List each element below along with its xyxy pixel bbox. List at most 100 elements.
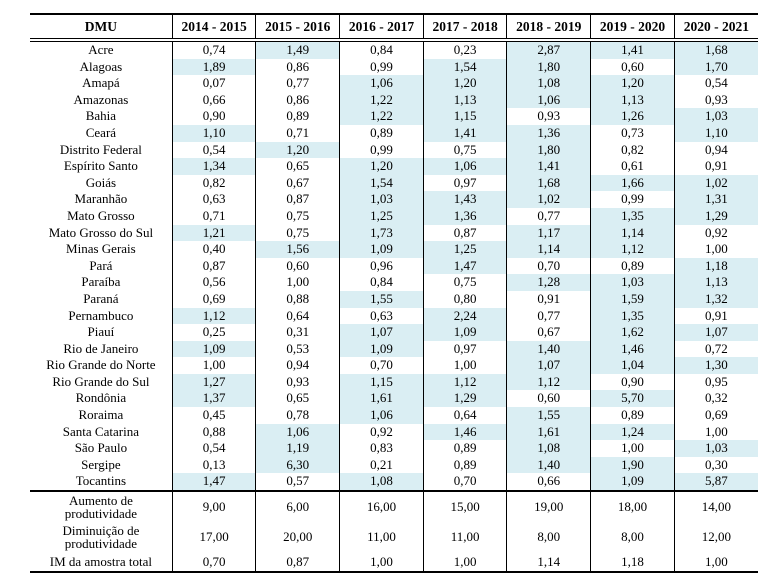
dmu-cell: Mato Grosso	[67, 207, 135, 223]
value-cell: 1,68	[506, 174, 591, 192]
value-cell: 0,86	[255, 91, 340, 109]
value-cell: 0,75	[422, 141, 507, 159]
value-cell: 1,36	[422, 207, 507, 225]
dmu-cell: Ceará	[85, 124, 117, 140]
value-cell: 1,59	[590, 290, 675, 308]
dmu-column-header: DMU	[30, 13, 173, 42]
table-row: Rio Grande do Norte 1,00 0,94 0,70 1,00 1,07 1…	[30, 357, 758, 374]
dmu-cell: Roraima	[78, 407, 124, 423]
value-cell: 1,20	[255, 141, 340, 159]
value-cell: 0,97	[422, 174, 507, 192]
value-cell: 1,07	[506, 357, 591, 374]
summary-value-cell: 19,00	[506, 490, 591, 523]
value-cell: 0,54	[171, 440, 256, 457]
value-cell: 0,69	[171, 290, 256, 308]
value-cell: 1,09	[590, 473, 675, 492]
value-cell: 0,99	[339, 58, 424, 76]
value-cell: 0,61	[590, 158, 675, 175]
value-cell: 0,67	[255, 174, 340, 192]
table-row: Alagoas 1,89 0,86 0,99 1,54 1,80 0,60 1,70	[30, 58, 758, 76]
value-cell: 0,99	[590, 191, 675, 208]
value-cell: 1,25	[422, 241, 507, 258]
value-cell: 1,17	[506, 224, 591, 242]
value-cell: 1,09	[171, 340, 256, 358]
value-cell: 0,07	[171, 75, 256, 92]
table-row: Mato Grosso do Sul 1,21 0,75 1,73 0,87 1,17 1,…	[30, 224, 758, 242]
dmu-cell: São Paulo	[74, 440, 128, 456]
table-row: Santa Catarina 0,88 1,06 0,92 1,46 1,61 1,24 1,…	[30, 423, 758, 441]
summary-value-cell: 17,00	[171, 522, 256, 553]
value-cell: 1,24	[590, 423, 675, 441]
value-cell: 1,09	[422, 324, 507, 341]
value-cell: 1,30	[673, 357, 758, 374]
value-cell: 1,12	[422, 373, 507, 391]
value-cell: 0,65	[255, 390, 340, 408]
summary-value-cell: 1,00	[339, 552, 424, 574]
value-cell: 1,08	[339, 473, 424, 492]
value-cell: 1,06	[339, 407, 424, 424]
table-row: Maranhão 0,63 0,87 1,03 1,43 1,02 0,99 1,31	[30, 191, 758, 208]
table-row: Pernambuco 1,12 0,64 0,63 2,24 0,77 1,35 0,91	[30, 307, 758, 325]
value-cell: 1,02	[673, 174, 758, 192]
value-cell: 0,63	[171, 191, 256, 208]
value-cell: 0,31	[255, 324, 340, 341]
value-cell: 1,70	[673, 58, 758, 76]
dmu-cell: Rio Grande do Norte	[46, 357, 156, 373]
value-cell: 0,13	[171, 456, 256, 474]
value-cell: 1,90	[590, 456, 675, 474]
value-cell: 0,93	[673, 91, 758, 109]
value-cell: 0,92	[673, 224, 758, 242]
value-cell: 5,87	[673, 473, 758, 492]
summary-value-cell: 1,00	[673, 552, 758, 574]
value-cell: 1,62	[590, 324, 675, 341]
dmu-cell: Tocantins	[75, 473, 127, 489]
value-cell: 1,41	[422, 124, 507, 142]
value-cell: 1,36	[506, 124, 591, 142]
value-cell: 0,89	[255, 108, 340, 125]
value-cell: 0,75	[422, 274, 507, 291]
value-cell: 0,77	[255, 75, 340, 92]
dmu-cell: Maranhão	[74, 191, 128, 207]
value-cell: 1,09	[339, 241, 424, 258]
year-column-header: 2017 - 2018	[422, 13, 507, 42]
value-cell: 1,43	[422, 191, 507, 208]
value-cell: 0,87	[171, 257, 256, 275]
value-cell: 0,64	[422, 407, 507, 424]
value-cell: 1,54	[422, 58, 507, 76]
dmu-cell: Paraná	[83, 290, 119, 306]
dmu-cell: Bahia	[85, 108, 117, 124]
dmu-cell: Sergipe	[81, 456, 121, 472]
table-row: Tocantins 1,47 0,57 1,08 0,70 0,66 1,09 5,87	[30, 473, 758, 492]
table-header-row: DMU 2014 - 2015 2015 - 2016 2016 - 2017 2017…	[30, 13, 758, 42]
summary-value-cell: 16,00	[339, 490, 424, 523]
value-cell: 1,19	[255, 440, 340, 457]
value-cell: 0,94	[255, 357, 340, 374]
value-cell: 1,40	[506, 456, 591, 474]
summary-value-cell: 8,00	[506, 522, 591, 553]
value-cell: 0,88	[171, 423, 256, 441]
value-cell: 0,90	[171, 108, 256, 125]
summary-value-cell: 14,00	[673, 490, 758, 523]
value-cell: 1,09	[339, 340, 424, 358]
value-cell: 2,87	[506, 40, 591, 59]
table-row: Ceará 1,10 0,71 0,89 1,41 1,36 0,73 1,10	[30, 124, 758, 142]
value-cell: 1,54	[339, 174, 424, 192]
value-cell: 1,46	[590, 340, 675, 358]
value-cell: 1,89	[171, 58, 256, 76]
value-cell: 0,99	[339, 141, 424, 159]
value-cell: 1,73	[339, 224, 424, 242]
value-cell: 1,07	[339, 324, 424, 341]
malmquist-index-table: DMU 2014 - 2015 2015 - 2016 2016 - 2017 2017…	[30, 13, 758, 574]
value-cell: 0,65	[255, 158, 340, 175]
value-cell: 0,53	[255, 340, 340, 358]
summary-row: IM da amostra total 0,70 0,87 1,00 1,00 1,14 1…	[30, 552, 758, 574]
year-column-header: 2020 - 2021	[673, 13, 758, 42]
summary-value-cell: 11,00	[339, 522, 424, 553]
table-row: Roraima 0,45 0,78 1,06 0,64 1,55 0,89 0,69	[30, 407, 758, 424]
table-body: Acre 0,74 1,49 0,84 0,23 2,87 1,41 1,68 Alagoas 1…	[30, 40, 758, 492]
value-cell: 0,40	[171, 241, 256, 258]
value-cell: 1,00	[590, 440, 675, 457]
dmu-cell: Pará	[89, 257, 113, 273]
value-cell: 1,12	[506, 373, 591, 391]
value-cell: 1,06	[339, 75, 424, 92]
